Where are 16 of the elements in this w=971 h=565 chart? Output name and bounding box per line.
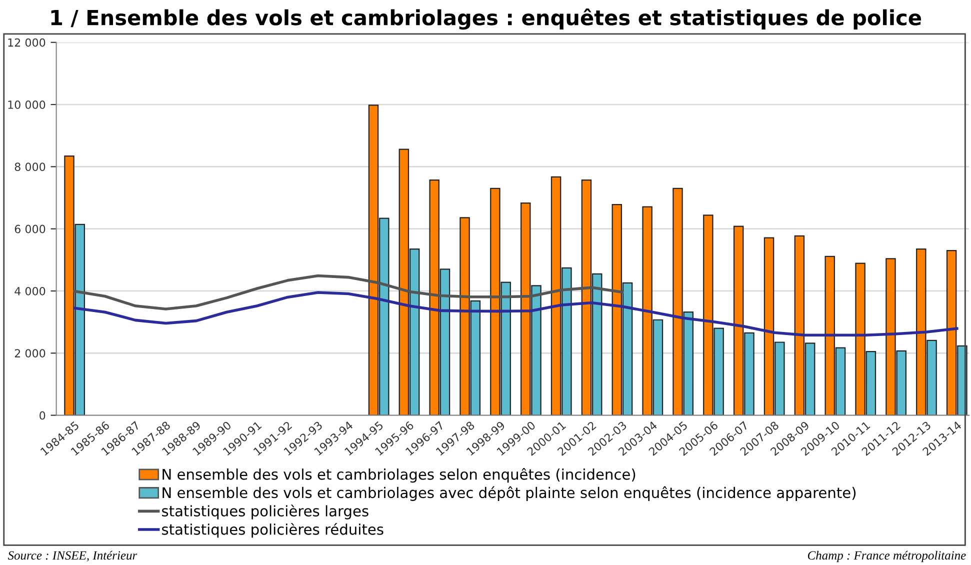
chart-title: 1 / Ensemble des vols et cambriolages : enquêtes et statistiques de police: [51, 8, 922, 30]
line-series: [73, 274, 624, 310]
y-tick-label: 4 000: [14, 286, 46, 296]
legend-label: N ensemble des vols et cambriolages avec dépôt plainte selon enquêtes (incidence apparente): [162, 486, 856, 501]
line-series: [73, 291, 958, 336]
y-tick-label: 0: [40, 411, 46, 420]
legend-label: statistiques policières réduites: [162, 522, 384, 538]
y-tick-label: 6 000: [14, 224, 46, 234]
y-tick-label: 2 000: [14, 349, 46, 358]
y-tick-label: 8 000: [14, 162, 46, 172]
legend-label: statistiques policières larges: [162, 504, 368, 520]
legend-label: N ensemble des vols et cambriolages selon enquêtes (incidence): [162, 468, 636, 483]
text: Champ : France métropolitaine: [808, 550, 966, 562]
y-tick-label: 10 000: [8, 100, 46, 109]
y-tick-label: 12 000: [8, 38, 46, 47]
source-note: Source : INSEE, Intérieur: [8, 550, 138, 562]
